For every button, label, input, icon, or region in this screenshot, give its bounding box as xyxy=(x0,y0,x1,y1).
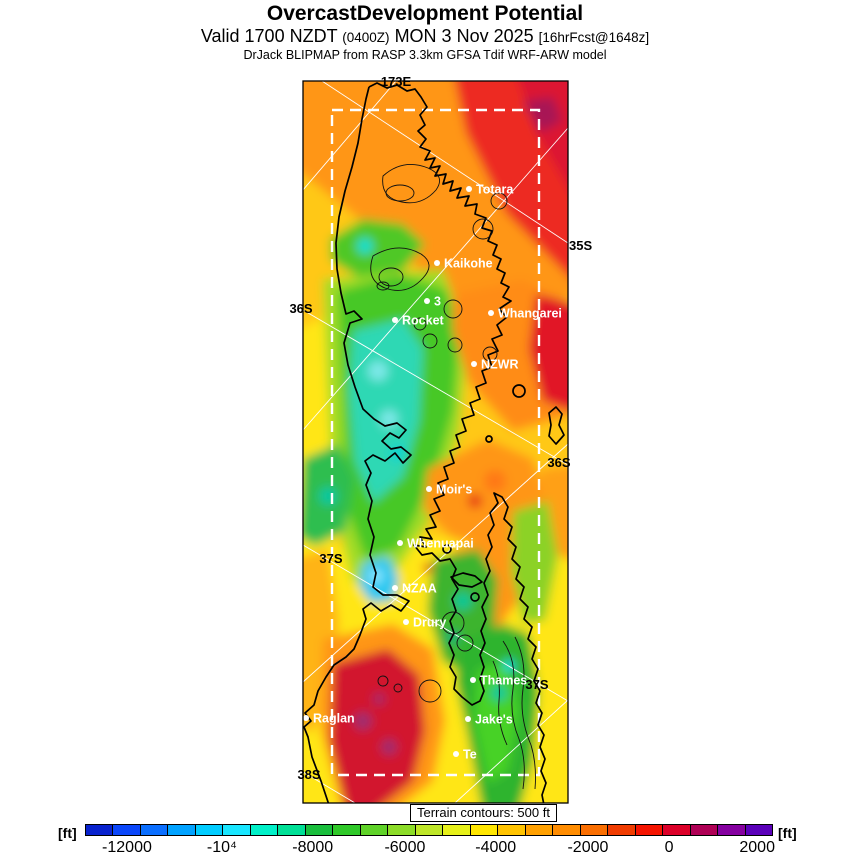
colorbar-segment xyxy=(635,825,664,835)
station-layer: Totara Kaikohe 3 Rocket Whangarei NZWR Moir's W… xyxy=(303,183,562,762)
station-marker xyxy=(392,585,398,591)
station-marker xyxy=(397,540,403,546)
colorbar-tick-label: -4000 xyxy=(475,839,517,856)
station-marker xyxy=(465,716,471,722)
colorbar-unit-right: [ft] xyxy=(778,825,797,841)
station-marker xyxy=(434,260,440,266)
colorbar-segment xyxy=(745,825,773,835)
graticule-label: 37S xyxy=(525,677,548,692)
colorbar-tick-label: -8000 xyxy=(292,839,334,856)
station-label: Jake's xyxy=(475,713,513,727)
station-marker xyxy=(466,186,472,192)
station-label: Thames xyxy=(480,674,527,688)
station-marker xyxy=(471,361,477,367)
color-field xyxy=(303,81,568,803)
colorbar-segments xyxy=(85,824,773,836)
map-frame xyxy=(302,80,569,804)
station-label: Kaikohe xyxy=(444,257,493,271)
graticule-lines xyxy=(303,81,568,803)
graticule-label: 35S xyxy=(569,238,592,253)
colorbar: -12000 -10⁴ -8000 -6000 -4000 -2000 0 2000 xyxy=(85,824,775,858)
valid-time-main: Valid 1700 NZDT xyxy=(200,26,338,46)
colorbar-segment xyxy=(415,825,444,835)
map-svg: Totara Kaikohe 3 Rocket Whangarei NZWR Moir's W… xyxy=(289,74,592,804)
colorbar-segment xyxy=(333,825,361,835)
colorbar-segment xyxy=(718,825,746,835)
station-label: Moir's xyxy=(436,483,472,497)
station-label: Drury xyxy=(413,616,446,630)
model-info-line: DrJack BLIPMAP from RASP 3.3km GFSA Tdif… xyxy=(243,48,607,62)
forecast-run-info: [16hrFcst@1648z] xyxy=(538,30,650,45)
station-marker xyxy=(403,619,409,625)
colorbar-segment xyxy=(388,825,416,835)
colorbar-segment xyxy=(580,825,609,835)
colorbar-segment xyxy=(278,825,306,835)
station-marker xyxy=(470,677,476,683)
colorbar-tick-label: -6000 xyxy=(384,839,426,856)
station-label: Whenuapai xyxy=(407,537,474,551)
colorbar-segment xyxy=(250,825,279,835)
station-label: NZWR xyxy=(481,358,519,372)
station-label: Whangarei xyxy=(498,307,562,321)
colorbar-segment xyxy=(140,825,169,835)
colorbar-segment xyxy=(86,825,114,835)
title-block: OvercastDevelopment Potential Valid 1700… xyxy=(0,0,850,63)
valid-time-utc: (0400Z) xyxy=(342,30,390,45)
page-title: OvercastDevelopment Potential xyxy=(266,2,584,25)
station-label: Rocket xyxy=(402,314,445,328)
colorbar-segment xyxy=(663,825,691,835)
colorbar-segment xyxy=(223,825,251,835)
valid-date: MON 3 Nov 2025 xyxy=(394,26,534,46)
colorbar-tick-label: 2000 xyxy=(739,839,775,856)
colorbar-segment xyxy=(608,825,636,835)
colorbar-segment xyxy=(305,825,334,835)
graticule-label: 36S xyxy=(289,301,312,316)
station-label: Totara xyxy=(476,183,514,197)
station-label: 3 xyxy=(434,295,441,309)
colorbar-segment xyxy=(360,825,389,835)
colorbar-tick-label: 0 xyxy=(664,839,674,856)
station-marker xyxy=(303,715,309,721)
map-plot: Totara Kaikohe 3 Rocket Whangarei NZWR Moir's W… xyxy=(289,74,592,804)
colorbar-segment xyxy=(195,825,224,835)
colorbar-segment xyxy=(168,825,196,835)
graticule-label: 38S xyxy=(297,767,320,782)
station-marker xyxy=(424,298,430,304)
colorbar-segment xyxy=(498,825,526,835)
station-marker xyxy=(426,486,432,492)
graticule-label: 36S xyxy=(547,455,570,470)
terrain-contour-note: Terrain contours: 500 ft xyxy=(410,804,557,822)
station-label: Raglan xyxy=(313,712,355,726)
colorbar-tick-label: -12000 xyxy=(102,839,152,856)
coastline xyxy=(303,82,565,803)
valid-time-line: Valid 1700 NZDT (0400Z) MON 3 Nov 2025 [… xyxy=(0,26,850,48)
colorbar-segment xyxy=(443,825,471,835)
station-marker xyxy=(488,310,494,316)
colorbar-unit-left: [ft] xyxy=(58,825,77,841)
colorbar-tick-label: -2000 xyxy=(567,839,609,856)
colorbar-segment xyxy=(470,825,499,835)
colorbar-segment xyxy=(690,825,719,835)
station-marker xyxy=(392,317,398,323)
graticule-label: 37S xyxy=(319,551,342,566)
terrain-contours xyxy=(370,163,536,790)
domain-boundary xyxy=(330,108,541,777)
colorbar-tick-label: -10⁴ xyxy=(206,839,237,856)
colorbar-segment xyxy=(553,825,581,835)
station-label: NZAA xyxy=(402,582,437,596)
colorbar-segment xyxy=(113,825,141,835)
station-label: Te xyxy=(463,748,477,762)
colorbar-segment xyxy=(525,825,554,835)
station-marker xyxy=(453,751,459,757)
